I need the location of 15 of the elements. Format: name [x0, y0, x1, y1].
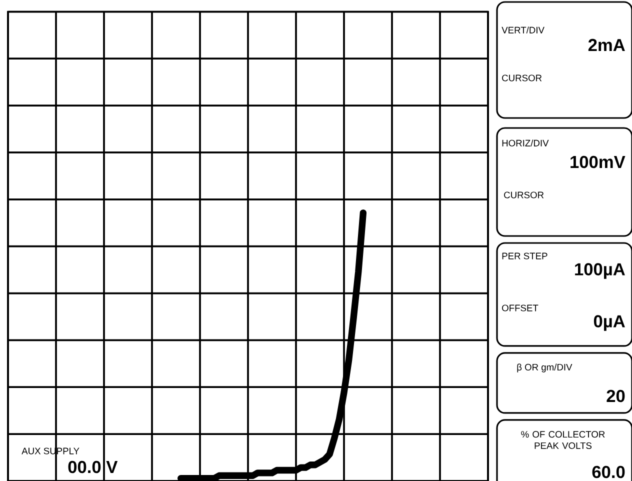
text: 2mA [588, 38, 625, 52]
text: % OF COLLECTOR PEAK VOLTS [521, 431, 605, 449]
annotation: 00.0 V [68, 460, 118, 474]
text: CURSOR [504, 192, 544, 198]
text: VERT/DIV [502, 26, 544, 34]
text: CURSOR [502, 74, 542, 82]
text: HORIZ/DIV [502, 140, 549, 146]
text: 100µA [575, 263, 625, 279]
text: β OR gm/DIV [517, 364, 572, 372]
text: 20 [606, 390, 625, 402]
text: PER STEP [502, 252, 548, 260]
text: OFFSET [502, 304, 538, 312]
text: 0µA [594, 315, 625, 331]
text: 60.0 [592, 466, 625, 478]
text: 100mV [570, 156, 626, 168]
